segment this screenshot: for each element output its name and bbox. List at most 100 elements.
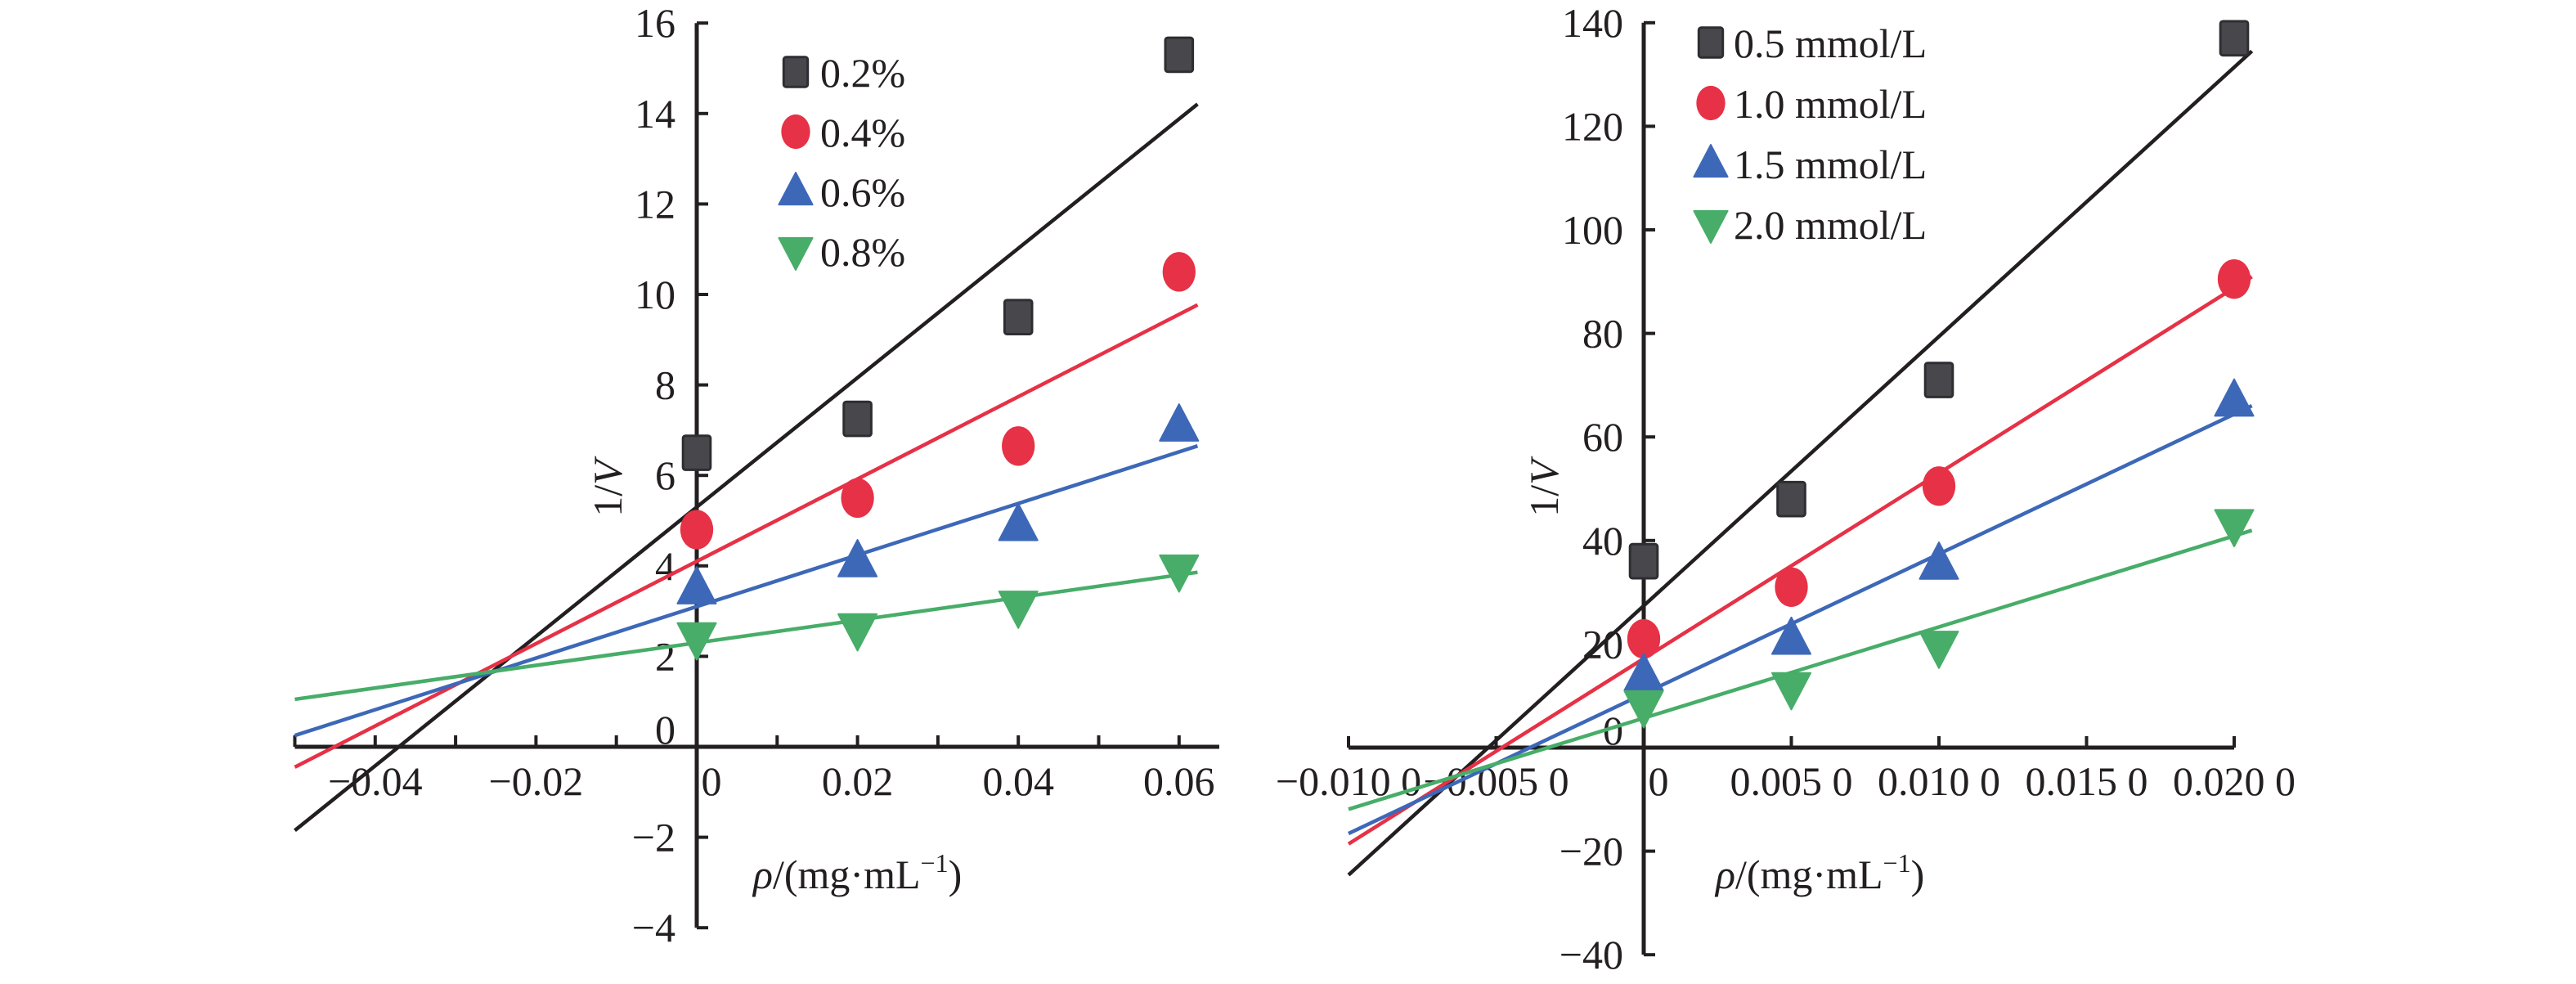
legend-label: 0.2% [820, 50, 905, 96]
data-point [1159, 403, 1200, 442]
data-point [998, 591, 1039, 629]
chart-left-panel: −0.04 −0.02 0 0.02 0.04 0.06−4−20246810121416… [293, 0, 1219, 950]
data-point [1623, 653, 1664, 691]
legend-marker [1697, 26, 1725, 59]
data-point [1627, 618, 1661, 659]
y-tick-label: 12 [635, 181, 675, 227]
y-tick-label: 16 [635, 0, 675, 46]
data-point [842, 400, 873, 438]
x-tick-label: 0.02 [822, 758, 894, 804]
y-tick-label: 100 [1562, 207, 1623, 253]
data-point [680, 510, 714, 550]
data-point [2214, 378, 2255, 417]
x-axis-title-unit: /(mg·mL [1735, 851, 1883, 897]
legend-label: 0.4% [820, 110, 905, 155]
data-point [1770, 672, 1812, 711]
y-axis-title: 1/V [1521, 456, 1567, 517]
x-tick-label: 0.010 0 [1878, 758, 2000, 804]
data-point [1162, 252, 1196, 292]
legend-label: 0.5 mmol/L [1734, 20, 1927, 66]
x-tick-label: −0.02 [489, 758, 584, 804]
x-axis-title: ρ/(mg·mL−1) [1714, 848, 1924, 897]
x-axis-title-symbol: ρ [752, 851, 773, 897]
x-tick-label: 0 [1649, 758, 1669, 804]
data-point [1919, 631, 1959, 669]
x-axis-title-superscript: −1 [921, 848, 949, 878]
legend-label: 0.8% [820, 229, 905, 275]
data-point [2214, 509, 2255, 548]
x-tick-label: 0.005 0 [1730, 758, 1853, 804]
y-tick-label: 0 [655, 707, 675, 753]
data-point [1922, 466, 1956, 506]
y-tick-label: 120 [1562, 103, 1623, 149]
y-tick-label: 2 [655, 633, 675, 679]
data-point [1919, 541, 1959, 580]
y-tick-label: 8 [655, 362, 675, 408]
fit-line-0-4- [294, 303, 1199, 769]
x-axis-title-unit: /(mg·mL [773, 851, 921, 897]
data-point [1164, 36, 1195, 74]
data-point [1770, 616, 1812, 655]
x-tick-label: 0.04 [982, 758, 1054, 804]
y-tick-label: −20 [1560, 829, 1623, 874]
x-axis-title: ρ/(mg·mL−1) [752, 848, 962, 897]
fit-line-0-2- [294, 102, 1199, 833]
data-point [676, 622, 717, 661]
data-point [676, 566, 717, 604]
fit-line-2-0-mmol-L [1348, 528, 2253, 811]
y-tick-label: 10 [635, 272, 675, 317]
fit-line-0-5-mmol-L [1347, 49, 2254, 877]
y-tick-label: 40 [1582, 518, 1623, 564]
y-axis-title: 1/V [585, 456, 631, 517]
y-tick-label: −2 [632, 815, 675, 860]
legend-marker [1693, 144, 1729, 178]
data-point [1002, 426, 1035, 466]
legend-marker [778, 172, 814, 206]
data-point [1923, 362, 1954, 398]
x-axis-title-close: ) [1911, 851, 1925, 897]
x-axis-title-close: ) [949, 851, 963, 897]
legend-marker [781, 114, 810, 150]
y-axis-title-symbol: V [585, 456, 631, 485]
y-axis-title-prefix: 1/ [1521, 485, 1567, 517]
x-axis-title-symbol: ρ [1714, 851, 1735, 897]
fit-line-0-6- [294, 444, 1199, 738]
legend-label: 1.0 mmol/L [1734, 81, 1927, 127]
data-point [2217, 258, 2251, 299]
chart-right-panel: −0.010 0 −0.005 0 0 0.005 0 0.010 0 0.015 0 0.… [1276, 0, 2296, 977]
data-point [1776, 480, 1806, 518]
data-point [998, 502, 1039, 541]
y-tick-label: 14 [635, 91, 675, 137]
legend-marker [1696, 85, 1726, 121]
x-tick-label: 0.020 0 [2173, 758, 2296, 804]
legend-label: 1.5 mmol/L [1734, 142, 1927, 187]
data-point [2219, 20, 2250, 57]
data-point [837, 613, 878, 652]
data-point [837, 539, 878, 577]
y-tick-label: 140 [1562, 0, 1623, 46]
y-axis-title-symbol: V [1521, 456, 1567, 485]
y-tick-label: 80 [1582, 311, 1623, 357]
x-tick-label: 0.015 0 [2026, 758, 2148, 804]
y-tick-label: 6 [655, 452, 675, 498]
y-tick-label: −40 [1560, 932, 1623, 977]
data-point [1628, 542, 1659, 580]
data-point [1003, 299, 1034, 335]
data-point [1775, 567, 1808, 607]
legend-marker [1693, 209, 1729, 244]
data-point [681, 434, 712, 471]
legend: 0.5 mmol/L 1.0 mmol/L 1.5 mmol/L 2.0 mmol/L [1693, 20, 1927, 248]
legend-label: 2.0 mmol/L [1734, 202, 1927, 248]
data-point [841, 478, 874, 519]
y-axis-title-prefix: 1/ [585, 485, 631, 517]
fit-line-0-8- [294, 570, 1198, 702]
data-point [1623, 690, 1664, 729]
y-tick-label: −4 [632, 905, 675, 950]
x-tick-label: 0 [702, 758, 722, 804]
legend-marker [778, 236, 814, 271]
x-tick-label: −0.010 0 [1276, 758, 1421, 804]
legend-marker [782, 56, 810, 88]
x-axis-title-superscript: −1 [1883, 848, 1911, 878]
legend-label: 0.6% [820, 169, 905, 215]
